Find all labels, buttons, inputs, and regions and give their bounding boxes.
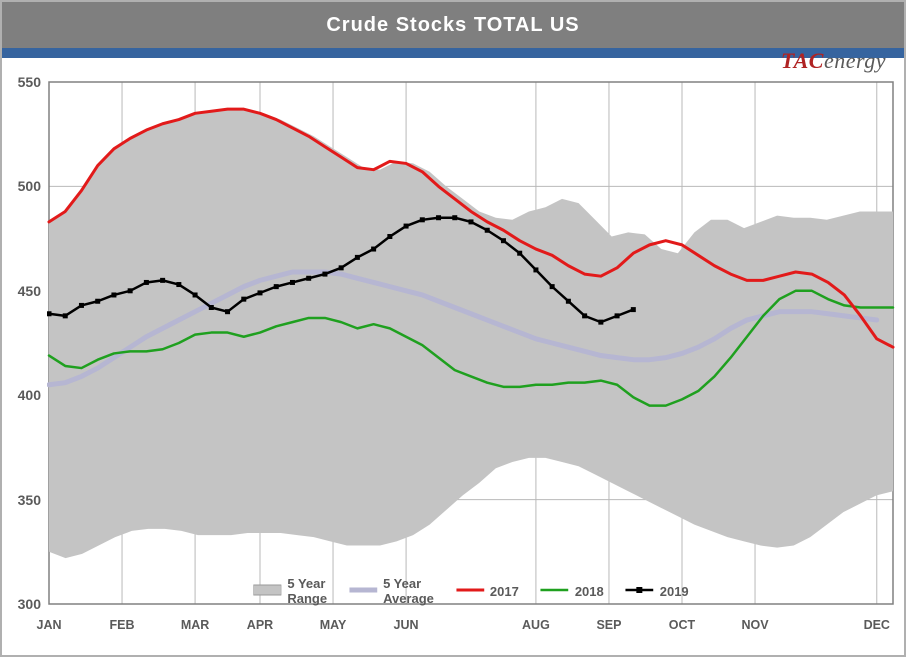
x-tick-label: SEP (596, 618, 621, 632)
avg-swatch (349, 583, 377, 600)
y-tick-label: 350 (18, 492, 41, 508)
legend-item-range: 5 Year Range (253, 576, 327, 606)
y-tick-label: 450 (18, 283, 41, 299)
legend-label-2018: 2018 (575, 584, 604, 599)
logo: TACenergy (781, 48, 886, 74)
x-tick-label: FEB (110, 618, 135, 632)
legend-item-2018: 2018 (541, 583, 604, 600)
legend-label-2019: 2019 (660, 584, 689, 599)
chart-title: Crude Stocks TOTAL US (326, 14, 579, 37)
plot-svg (47, 74, 895, 634)
x-tick-label: DEC (864, 618, 890, 632)
plot-area: 5 Year Range 5 Year Average 2017 2018 (47, 74, 895, 634)
legend-item-2019: 2019 (626, 583, 689, 600)
x-tick-label: MAR (181, 618, 209, 632)
y-tick-label: 400 (18, 387, 41, 403)
legend-label-avg: 5 Year Average (383, 576, 434, 606)
y-tick-label: 500 (18, 178, 41, 194)
legend-label-range: 5 Year Range (287, 576, 327, 606)
legend-label-2017: 2017 (490, 584, 519, 599)
x-tick-label: MAY (320, 618, 347, 632)
x-tick-label: OCT (669, 618, 695, 632)
s2019-swatch (626, 583, 654, 600)
x-tick-label: JAN (36, 618, 61, 632)
legend-item-avg: 5 Year Average (349, 576, 434, 606)
x-tick-label: AUG (522, 618, 550, 632)
title-bar: Crude Stocks TOTAL US (2, 2, 904, 48)
x-tick-label: APR (247, 618, 273, 632)
blue-strip (2, 48, 904, 58)
range-swatch (253, 583, 281, 600)
legend-item-2017: 2017 (456, 583, 519, 600)
legend: 5 Year Range 5 Year Average 2017 2018 (253, 576, 688, 606)
y-tick-label: 300 (18, 596, 41, 612)
y-tick-label: 550 (18, 74, 41, 90)
logo-tac: TAC (781, 48, 824, 73)
chart-frame: Crude Stocks TOTAL US TACenergy 5 Year R… (0, 0, 906, 657)
x-tick-label: JUN (394, 618, 419, 632)
s2018-swatch (541, 583, 569, 600)
s2017-swatch (456, 583, 484, 600)
x-tick-label: NOV (741, 618, 768, 632)
logo-energy: energy (824, 48, 886, 73)
